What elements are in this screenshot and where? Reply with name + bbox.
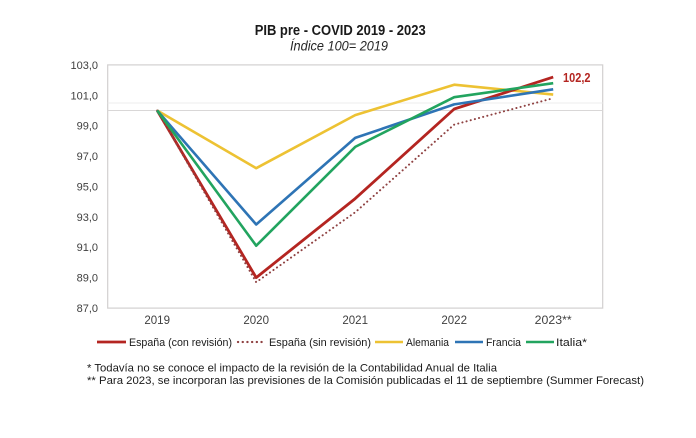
svg-text:Francia: Francia <box>486 337 522 349</box>
svg-text:PIB pre - COVID 2019 - 2023: PIB pre - COVID 2019 - 2023 <box>255 23 426 39</box>
svg-text:2021: 2021 <box>342 315 368 327</box>
svg-text:99,0: 99,0 <box>77 121 98 133</box>
svg-text:2023**: 2023** <box>535 315 573 327</box>
svg-text:2019: 2019 <box>144 315 170 327</box>
svg-text:102,2: 102,2 <box>563 70 591 85</box>
svg-text:95,0: 95,0 <box>77 182 98 194</box>
svg-text:2020: 2020 <box>243 315 269 327</box>
svg-text:Alemania: Alemania <box>406 337 450 349</box>
svg-text:Italia*: Italia* <box>556 337 588 349</box>
svg-text:101,0: 101,0 <box>70 90 98 102</box>
svg-text:93,0: 93,0 <box>77 212 98 224</box>
svg-text:91,0: 91,0 <box>77 242 98 254</box>
svg-text:España (con revisión): España (con revisión) <box>129 337 232 349</box>
svg-text:2022: 2022 <box>441 315 467 327</box>
svg-text:103,0: 103,0 <box>70 60 98 72</box>
svg-text:Índice 100= 2019: Índice 100= 2019 <box>290 38 388 53</box>
svg-text:** Para 2023, se incorporan la: ** Para 2023, se incorporan las previsio… <box>87 375 644 387</box>
svg-text:* Todavía no se conoce el imp: * Todavía no se conoce el impacto de la … <box>87 363 498 375</box>
svg-text:97,0: 97,0 <box>77 151 98 163</box>
svg-text:España (sin revisión): España (sin revisión) <box>269 337 371 349</box>
svg-text:87,0: 87,0 <box>77 303 98 315</box>
svg-text:89,0: 89,0 <box>77 273 98 285</box>
